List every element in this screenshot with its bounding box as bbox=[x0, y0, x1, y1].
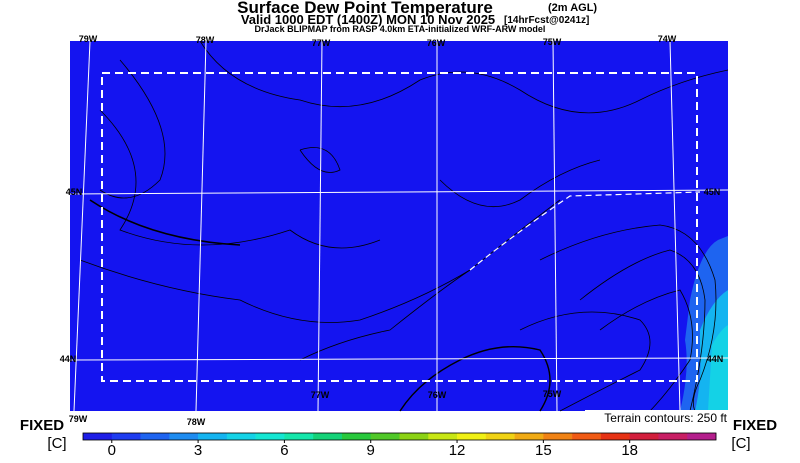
colorbar-segment bbox=[457, 433, 487, 440]
colorbar-segment bbox=[284, 433, 314, 440]
lon-label: 76W bbox=[428, 390, 447, 400]
terrain-note: Terrain contours: 250 ft bbox=[604, 411, 727, 425]
colorbar-segment bbox=[399, 433, 429, 440]
lon-label: 79W bbox=[69, 414, 88, 424]
colorbar-segment bbox=[313, 433, 343, 440]
colorbar-tick-label: 3 bbox=[194, 442, 202, 458]
title-note: (2m AGL) bbox=[548, 2, 597, 14]
colorbar-segment bbox=[687, 433, 717, 440]
colorbar-tick-label: 15 bbox=[535, 442, 552, 458]
colorbar-segment bbox=[572, 433, 602, 440]
domain-box bbox=[101, 72, 698, 382]
colorbar-tick-label: 6 bbox=[280, 442, 288, 458]
colorbar-segment bbox=[514, 433, 544, 440]
map-background bbox=[70, 41, 728, 411]
lon-label: 74W bbox=[658, 34, 677, 44]
lat-label: 44N bbox=[707, 354, 724, 364]
colorbar-unit: [C] bbox=[47, 435, 66, 452]
colorbar-segment bbox=[370, 433, 400, 440]
graticule bbox=[69, 40, 729, 412]
forecast: [14hrFcst@0241z] bbox=[504, 15, 589, 26]
lat-label: 45N bbox=[66, 187, 83, 197]
colorbar-segment bbox=[629, 433, 659, 440]
colorbar-mode: FIXED bbox=[733, 417, 777, 434]
note-box bbox=[585, 410, 728, 425]
colorbar-segment bbox=[543, 433, 573, 440]
colorbar-segment bbox=[111, 433, 141, 440]
lon-label: 75W bbox=[543, 37, 562, 47]
lon-label: 79W bbox=[79, 34, 98, 44]
colorbar-tick-label: 12 bbox=[449, 442, 466, 458]
lon-label: 75W bbox=[543, 389, 562, 399]
colorbar-frame bbox=[82, 432, 717, 441]
lon-label: 77W bbox=[311, 390, 330, 400]
colorbar-segment bbox=[428, 433, 458, 440]
colorbar-segment bbox=[140, 433, 170, 440]
colorbar-tick-label: 9 bbox=[367, 442, 375, 458]
lat-label: 45N bbox=[704, 187, 721, 197]
colorbar-segment bbox=[255, 433, 285, 440]
colorbar-segment bbox=[169, 433, 199, 440]
map: 79W 78W 77W 76W 75W 74W 79W 78W 77W 76W … bbox=[60, 34, 729, 427]
colorbar-segment bbox=[83, 433, 113, 440]
lon-label: 78W bbox=[187, 417, 206, 427]
lat-label: 44N bbox=[60, 354, 77, 364]
colorbar-segment bbox=[198, 433, 228, 440]
lon-label: 76W bbox=[427, 38, 446, 48]
colorbar-tick-label: 18 bbox=[621, 442, 638, 458]
colorbar-tick-label: 0 bbox=[108, 442, 116, 458]
valid-time: Valid 1000 EDT (1400Z) MON 10 Nov 2025 bbox=[241, 12, 495, 27]
colorbar-segment bbox=[341, 433, 372, 440]
colorbar: 0 3 6 9 12 15 18 bbox=[82, 432, 717, 459]
colorbar-mode: FIXED bbox=[20, 417, 64, 434]
colorbar-segment bbox=[226, 433, 256, 440]
border bbox=[469, 191, 701, 271]
colorbar-segment bbox=[600, 433, 630, 440]
colorbar-segment bbox=[485, 433, 515, 440]
lon-label: 77W bbox=[312, 38, 331, 48]
colorbar-segment bbox=[658, 433, 688, 440]
title: Surface Dew Point Temperature bbox=[237, 0, 493, 17]
source: DrJack BLIPMAP from RASP 4.0km ETA-initi… bbox=[255, 24, 546, 34]
region bbox=[708, 325, 728, 411]
lon-label: 78W bbox=[196, 35, 215, 45]
colorbar-unit: [C] bbox=[731, 435, 750, 452]
